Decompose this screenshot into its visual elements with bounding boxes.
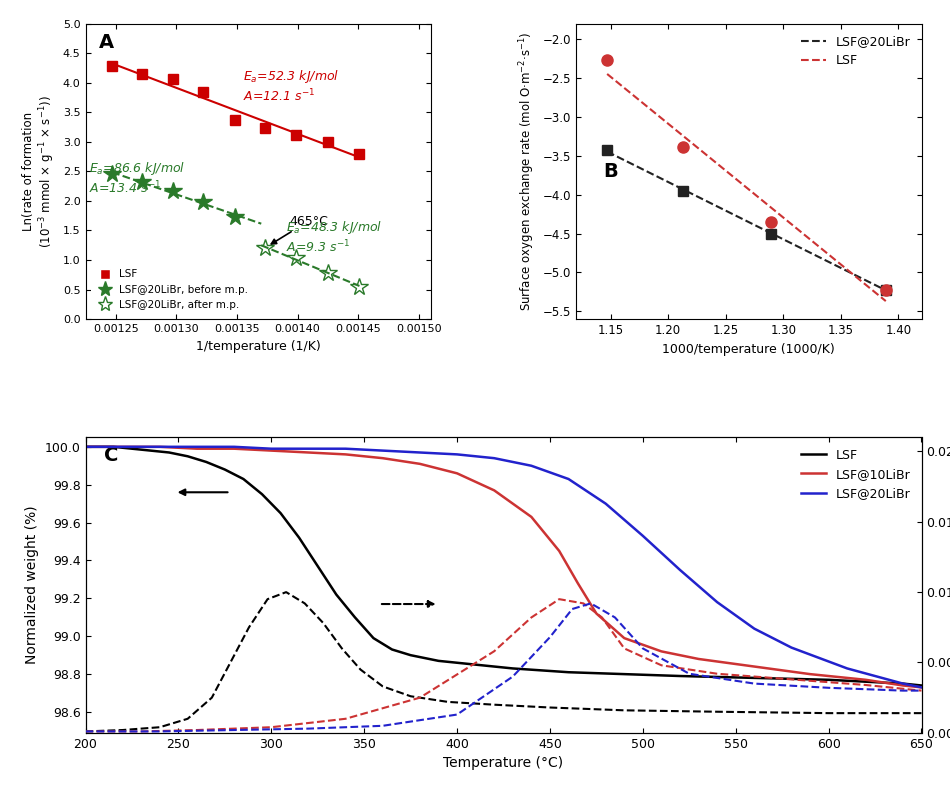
LSF@10LiBr: [572, 578, 583, 588]
Line: LSF@10LiBr: LSF@10LiBr: [86, 447, 922, 687]
LSF@10LiBr: [340, 450, 352, 459]
Y-axis label: Ln(rate of formation
(10$^{-3}$ mmol × g$^{-1}$ × s$^{-1}$)): Ln(rate of formation (10$^{-3}$ mmol × g…: [22, 95, 57, 247]
LSF@20LiBr: [712, 597, 723, 607]
LSF: [238, 474, 249, 484]
LSF: [823, 675, 834, 685]
LSF: [294, 533, 305, 542]
X-axis label: Temperature (°C): Temperature (°C): [444, 756, 563, 770]
LSF@10LiBr: [554, 546, 565, 556]
LSF: [405, 650, 416, 660]
Legend: LSF, LSF@10LiBr, LSF@20LiBr: LSF, LSF@10LiBr, LSF@20LiBr: [795, 444, 915, 505]
LSF@10LiBr: [414, 459, 426, 469]
Text: 465°C: 465°C: [272, 214, 328, 244]
LSF@20LiBr: [117, 442, 128, 452]
LSF: [368, 634, 379, 643]
Line: LSF: LSF: [86, 447, 922, 686]
LSF: [350, 612, 361, 622]
LSF@20LiBr: [414, 448, 426, 457]
LSF@20LiBr: [488, 453, 500, 463]
LSF@10LiBr: [897, 681, 908, 690]
LSF@10LiBr: [656, 647, 667, 656]
Legend: LSF, LSF@20LiBr, before m.p., LSF@20LiBr, after m.p.: LSF, LSF@20LiBr, before m.p., LSF@20LiBr…: [90, 266, 252, 314]
LSF: [275, 508, 286, 518]
LSF@20LiBr: [80, 442, 91, 452]
Y-axis label: Normalized weight (%): Normalized weight (%): [26, 506, 39, 664]
LSF: [144, 446, 156, 455]
LSF@20LiBr: [303, 444, 314, 453]
LSF: [312, 561, 323, 571]
LSF@20LiBr: [916, 682, 927, 692]
LSF: [256, 489, 268, 499]
LSF@10LiBr: [117, 442, 128, 452]
Text: $E_a$=48.3 kJ/mol
$A$=9.3 s$^{-1}$: $E_a$=48.3 kJ/mol $A$=9.3 s$^{-1}$: [286, 219, 382, 255]
LSF: [749, 673, 760, 682]
Text: A: A: [100, 32, 114, 51]
LSF@20LiBr: [451, 450, 463, 459]
LSF@10LiBr: [860, 675, 871, 685]
LSF: [387, 645, 398, 654]
LSF: [562, 667, 574, 677]
LSF: [433, 656, 445, 666]
LSF: [80, 442, 91, 452]
LSF@10LiBr: [191, 444, 202, 453]
LSF: [182, 452, 194, 461]
Text: B: B: [603, 162, 618, 181]
LSF@20LiBr: [154, 442, 165, 452]
LSF: [674, 671, 686, 681]
Legend: LSF@20LiBr, LSF: LSF@20LiBr, LSF: [795, 30, 915, 72]
LSF: [507, 663, 519, 673]
LSF@20LiBr: [786, 643, 797, 652]
Text: C: C: [104, 446, 118, 465]
LSF@20LiBr: [749, 624, 760, 634]
LSF@20LiBr: [525, 461, 537, 470]
Y-axis label: Surface oxygen exchange rate (mol O·m$^{-2}$·s$^{-1}$): Surface oxygen exchange rate (mol O·m$^{…: [518, 32, 537, 311]
LSF: [107, 442, 119, 452]
LSF@10LiBr: [591, 609, 602, 619]
LSF@10LiBr: [266, 446, 277, 455]
LSF@20LiBr: [637, 531, 649, 541]
LSF: [618, 669, 630, 678]
LSF@10LiBr: [916, 682, 927, 692]
LSF@10LiBr: [525, 512, 537, 522]
Text: $E_a$=86.6 kJ/mol
$A$=13.4 s$^{-1}$: $E_a$=86.6 kJ/mol $A$=13.4 s$^{-1}$: [89, 159, 185, 196]
LSF: [916, 681, 927, 690]
LSF@20LiBr: [377, 446, 389, 455]
LSF@20LiBr: [340, 444, 352, 453]
LSF@10LiBr: [749, 662, 760, 671]
LSF@10LiBr: [805, 669, 816, 678]
X-axis label: 1000/temperature (1000/K): 1000/temperature (1000/K): [662, 343, 835, 355]
LSF@20LiBr: [228, 442, 239, 452]
LSF@20LiBr: [562, 474, 574, 484]
LSF@10LiBr: [693, 654, 704, 663]
LSF: [897, 679, 908, 689]
LSF@20LiBr: [191, 442, 202, 452]
LSF: [331, 590, 342, 600]
LSF@20LiBr: [266, 444, 277, 453]
LSF@10LiBr: [154, 442, 165, 452]
LSF@10LiBr: [488, 485, 500, 495]
Line: LSF@20LiBr: LSF@20LiBr: [86, 447, 922, 687]
LSF@10LiBr: [228, 444, 239, 453]
LSF: [200, 457, 212, 466]
LSF@20LiBr: [842, 663, 853, 673]
Text: $E_a$=52.3 kJ/mol
$A$=12.1 s$^{-1}$: $E_a$=52.3 kJ/mol $A$=12.1 s$^{-1}$: [243, 68, 339, 104]
LSF@20LiBr: [897, 679, 908, 689]
LSF: [163, 448, 175, 457]
LSF: [219, 465, 231, 474]
LSF@10LiBr: [377, 453, 389, 463]
LSF: [126, 444, 138, 453]
LSF: [470, 660, 482, 669]
LSF@20LiBr: [674, 565, 686, 574]
X-axis label: 1/temperature (1/K): 1/temperature (1/K): [196, 340, 320, 352]
LSF@10LiBr: [303, 448, 314, 457]
LSF@10LiBr: [80, 442, 91, 452]
LSF@20LiBr: [600, 499, 612, 508]
LSF@10LiBr: [618, 634, 630, 643]
LSF@10LiBr: [451, 469, 463, 478]
